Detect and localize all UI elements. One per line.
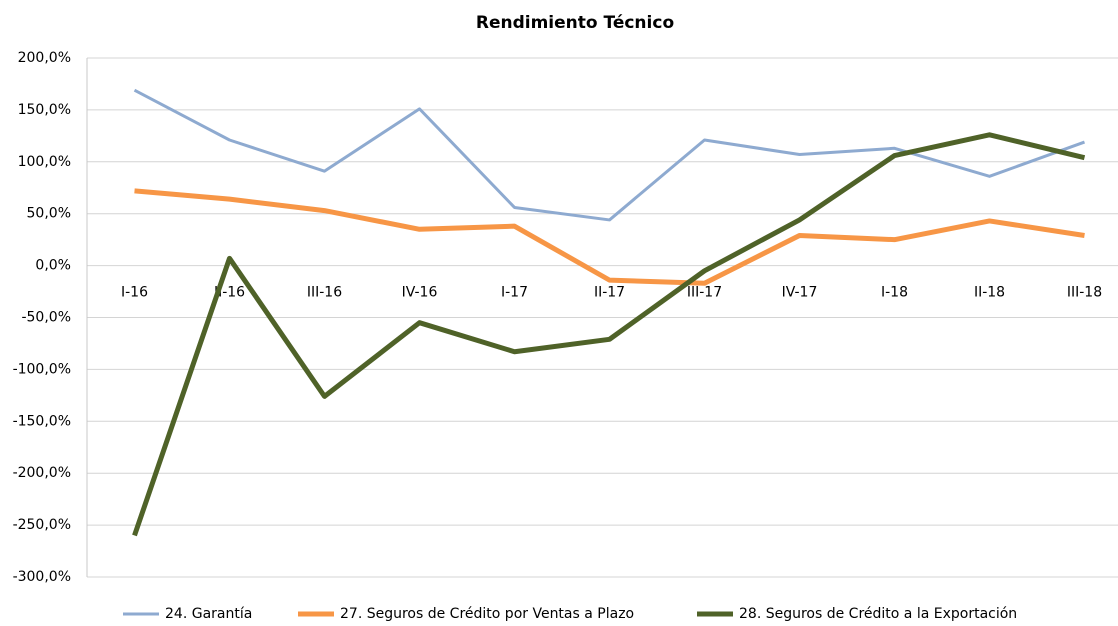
legend-label: 27. Seguros de Crédito por Ventas a Plaz…	[340, 606, 634, 622]
y-tick-label: -200,0%	[13, 465, 71, 481]
y-tick-label: 150,0%	[18, 102, 71, 118]
y-tick-label: -250,0%	[13, 517, 71, 533]
x-tick-label: III-17	[687, 285, 722, 301]
x-tick-label: IV-17	[782, 285, 818, 301]
chart-title: Rendimiento Técnico	[476, 13, 674, 33]
x-tick-label: III-16	[307, 285, 342, 301]
x-tick-label: III-18	[1067, 285, 1102, 301]
legend-label: 28. Seguros de Crédito a la Exportación	[739, 606, 1017, 622]
x-tick-label: IV-16	[402, 285, 438, 301]
x-tick-label: I-17	[501, 285, 528, 301]
y-tick-label: -150,0%	[13, 413, 71, 429]
y-tick-label: 100,0%	[18, 154, 71, 170]
y-tick-label: 0,0%	[35, 258, 71, 274]
x-tick-label: II-17	[594, 285, 625, 301]
series-line	[133, 88, 1086, 222]
y-tick-label: -300,0%	[13, 569, 71, 585]
y-tick-label: 200,0%	[18, 50, 71, 66]
x-tick-label: I-16	[121, 285, 148, 301]
legend-label: 24. Garantía	[165, 606, 252, 622]
x-tick-label: I-18	[881, 285, 908, 301]
y-tick-label: 50,0%	[27, 206, 71, 222]
series-line	[132, 132, 1086, 537]
x-tick-label: II-18	[974, 285, 1005, 301]
y-tick-label: -100,0%	[13, 361, 71, 377]
series-line	[134, 188, 1085, 286]
y-tick-label: -50,0%	[21, 310, 71, 326]
